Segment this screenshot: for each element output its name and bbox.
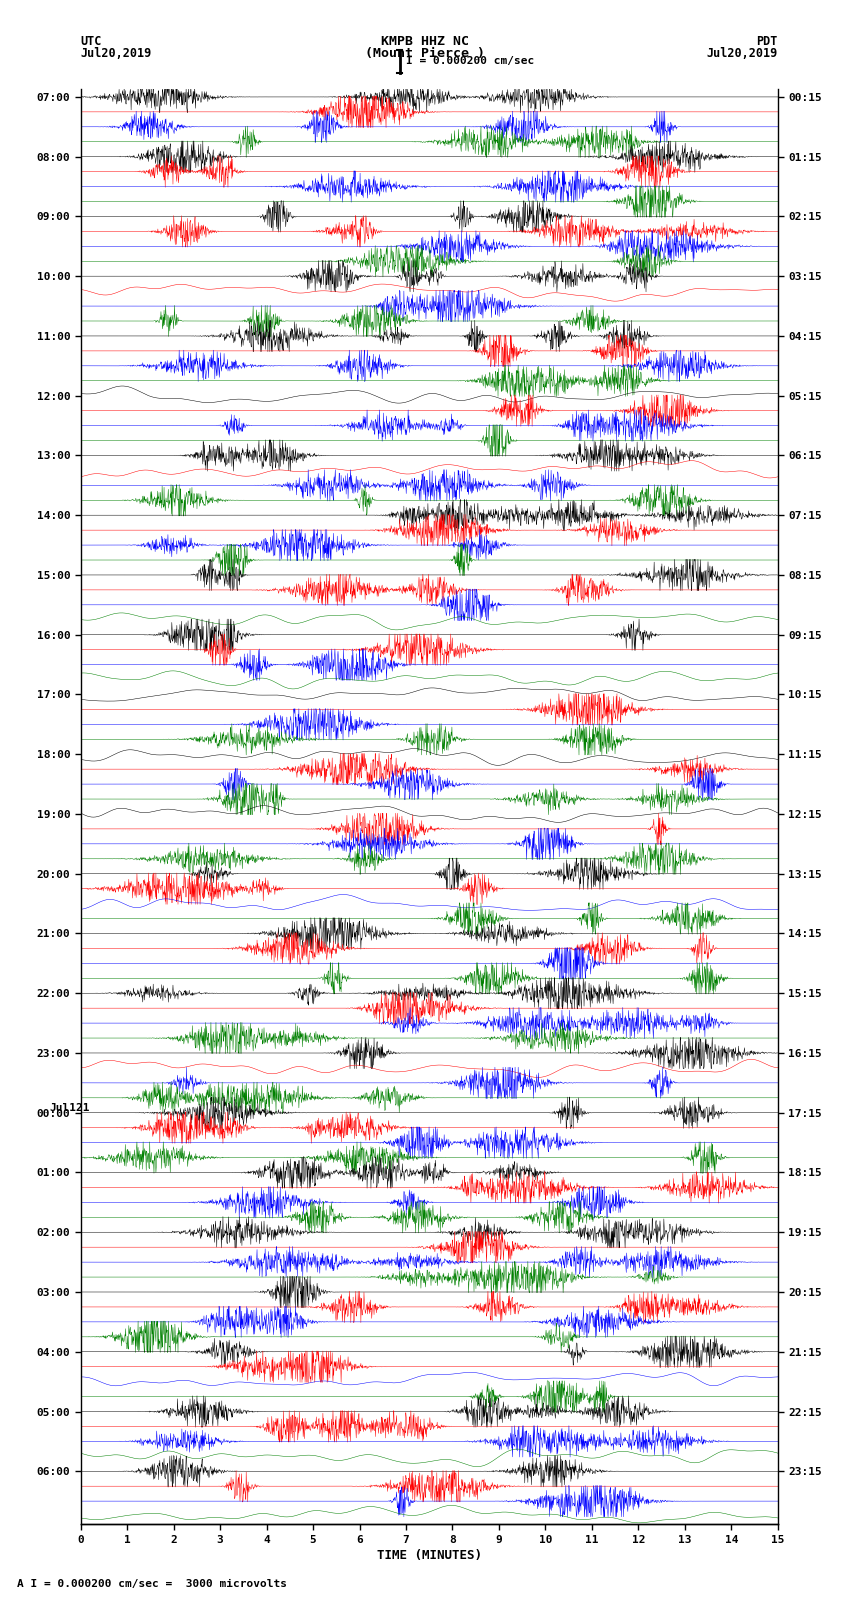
X-axis label: TIME (MINUTES): TIME (MINUTES) [377,1548,482,1561]
Text: (Mount Pierce ): (Mount Pierce ) [365,47,485,60]
Text: Jul121: Jul121 [49,1103,89,1113]
Text: A I = 0.000200 cm/sec =  3000 microvolts: A I = 0.000200 cm/sec = 3000 microvolts [17,1579,287,1589]
Text: KMPB HHZ NC: KMPB HHZ NC [381,35,469,48]
Text: UTC: UTC [81,35,102,48]
Text: I = 0.000200 cm/sec: I = 0.000200 cm/sec [406,56,535,66]
Text: PDT: PDT [756,35,778,48]
Text: Jul20,2019: Jul20,2019 [706,47,778,60]
Text: Jul20,2019: Jul20,2019 [81,47,152,60]
